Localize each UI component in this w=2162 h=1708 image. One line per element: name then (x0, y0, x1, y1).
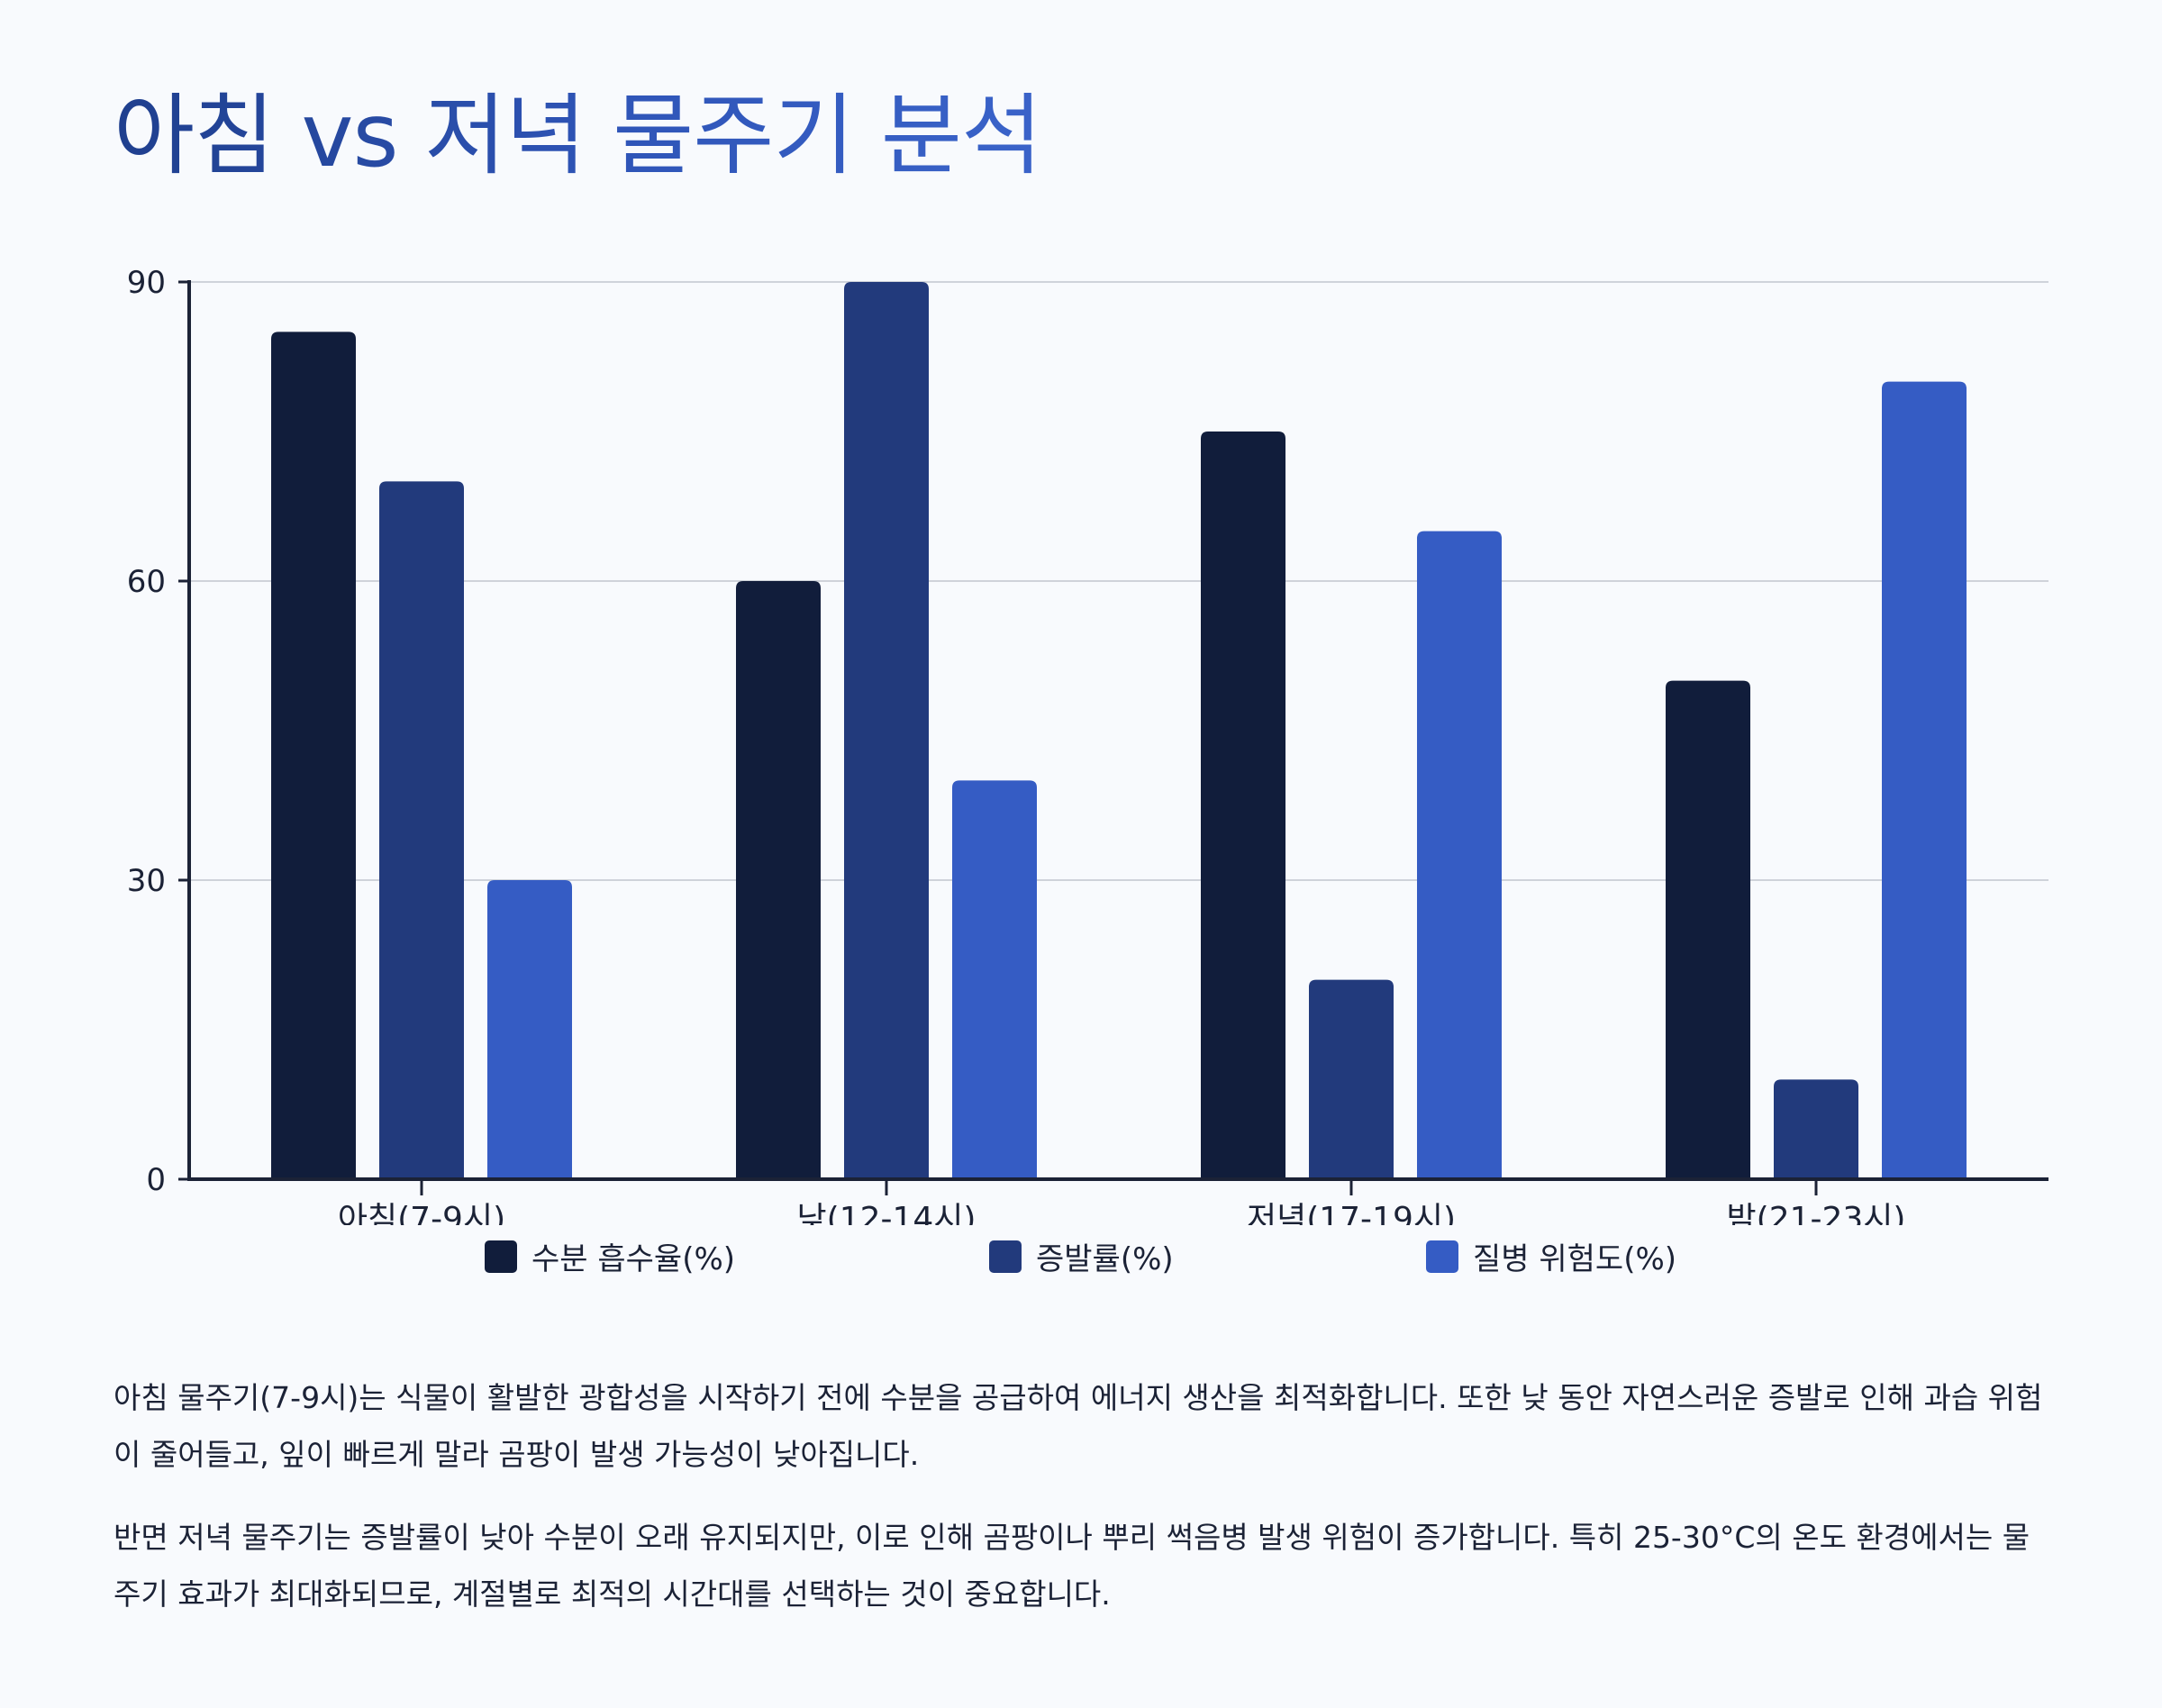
bar (736, 581, 821, 1179)
bar (379, 481, 464, 1179)
legend-label: 증발률(%) (1036, 1241, 1174, 1277)
x-tick-label: 아침(7-9시) (338, 1201, 505, 1225)
bar (1666, 680, 1750, 1179)
bar (1882, 381, 1967, 1180)
y-tick-label: 90 (127, 265, 166, 301)
legend-label: 수분 흡수율(%) (531, 1241, 736, 1277)
legend: 수분 흡수율(%) 증발률(%) 질병 위험도(%) (0, 1234, 2162, 1279)
bar (844, 282, 929, 1179)
description-paragraph: 아침 물주기(7-9시)는 식물이 활발한 광합성을 시작하기 전에 수분을 공… (114, 1380, 2043, 1472)
bar-chart: 0 30 60 90 아침(7-9시) 낮(12-14시) 저녁(17-19시) 밤(21-… (127, 265, 2048, 1225)
grid-lines (189, 281, 2048, 881)
axes (178, 280, 2048, 1195)
legend-swatch (485, 1240, 517, 1273)
bar (1309, 979, 1394, 1179)
x-tick-label: 낮(12-14시) (797, 1201, 977, 1225)
y-tick-label: 60 (127, 564, 166, 600)
description-paragraph: 반면 저녁 물주기는 증발률이 낮아 수분이 오래 유지되지만, 이로 인해 곰… (114, 1520, 2030, 1612)
legend-label: 질병 위험도(%) (1473, 1241, 1677, 1277)
bar (1774, 1079, 1858, 1179)
legend-swatch (989, 1240, 1022, 1273)
x-tick-labels: 아침(7-9시) 낮(12-14시) 저녁(17-19시) 밤(21-23시) (338, 1201, 1906, 1225)
bar (1201, 432, 1285, 1179)
y-tick-label: 30 (127, 863, 166, 899)
bar (487, 880, 572, 1179)
y-tick-labels: 0 30 60 90 (127, 265, 166, 1198)
legend-item: 수분 흡수율(%) (485, 1234, 735, 1278)
bars (271, 282, 1967, 1180)
legend-item: 증발률(%) (989, 1234, 1174, 1278)
x-tick-label: 밤(21-23시) (1727, 1201, 1906, 1225)
bar (271, 332, 356, 1179)
legend-swatch (1426, 1240, 1458, 1273)
bar (952, 780, 1037, 1179)
legend-item: 질병 위험도(%) (1426, 1234, 1676, 1278)
page-title: 아침 vs 저녁 물주기 분석 (114, 77, 1042, 195)
bar (1417, 531, 1502, 1179)
x-tick-label: 저녁(17-19시) (1247, 1201, 1456, 1225)
y-tick-label: 0 (146, 1162, 166, 1198)
